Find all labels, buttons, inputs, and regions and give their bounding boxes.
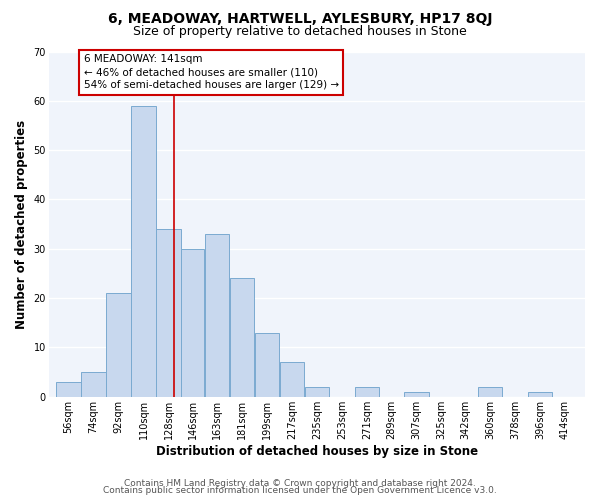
Text: Contains public sector information licensed under the Open Government Licence v3: Contains public sector information licen… xyxy=(103,486,497,495)
Bar xyxy=(305,387,329,397)
Text: Size of property relative to detached houses in Stone: Size of property relative to detached ho… xyxy=(133,25,467,38)
Bar xyxy=(528,392,553,397)
Bar xyxy=(478,387,502,397)
Text: Contains HM Land Registry data © Crown copyright and database right 2024.: Contains HM Land Registry data © Crown c… xyxy=(124,478,476,488)
Bar xyxy=(181,249,205,397)
Bar xyxy=(280,362,304,397)
Bar xyxy=(355,387,379,397)
Bar xyxy=(82,372,106,397)
Bar xyxy=(404,392,429,397)
Y-axis label: Number of detached properties: Number of detached properties xyxy=(15,120,28,328)
Bar xyxy=(230,278,254,397)
X-axis label: Distribution of detached houses by size in Stone: Distribution of detached houses by size … xyxy=(156,444,478,458)
Bar xyxy=(131,106,156,397)
Bar xyxy=(56,382,81,397)
Bar xyxy=(106,293,131,397)
Bar xyxy=(255,332,279,397)
Text: 6, MEADOWAY, HARTWELL, AYLESBURY, HP17 8QJ: 6, MEADOWAY, HARTWELL, AYLESBURY, HP17 8… xyxy=(108,12,492,26)
Bar xyxy=(205,234,229,397)
Text: 6 MEADOWAY: 141sqm
← 46% of detached houses are smaller (110)
54% of semi-detach: 6 MEADOWAY: 141sqm ← 46% of detached hou… xyxy=(83,54,339,90)
Bar xyxy=(156,229,181,397)
